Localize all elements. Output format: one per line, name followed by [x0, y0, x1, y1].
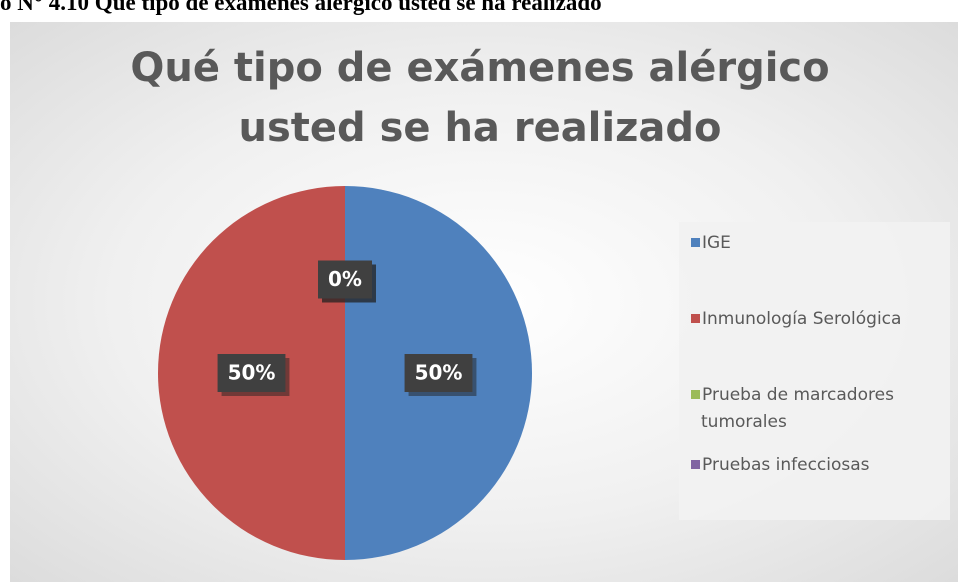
legend-swatch [691, 390, 700, 399]
data-label: 50% [228, 361, 276, 385]
legend-swatch [691, 314, 700, 323]
legend: IGE Inmunología Serológica Prueba de marca… [679, 222, 950, 520]
legend-label: Pruebas infecciosas [702, 455, 870, 475]
data-label: 0% [328, 267, 362, 291]
legend-label: Prueba de marcadores tumorales [701, 385, 894, 432]
data-label-box [318, 260, 372, 299]
data-label: 50% [415, 361, 463, 385]
caption: o N° 4.10 Qué tipo de exámenes alérgico … [0, 0, 602, 15]
legend-swatch [691, 460, 700, 469]
legend-item: IGE [691, 230, 951, 257]
data-label-box [404, 354, 473, 392]
legend-label: Inmunología Serológica [702, 309, 902, 329]
legend-item: Prueba de marcadores tumorales [691, 382, 951, 436]
legend-item: Inmunología Serológica [691, 306, 951, 333]
legend-swatch [691, 238, 700, 247]
data-label-box [217, 354, 286, 392]
chart-title: Qué tipo de exámenes alérgico usted se h… [130, 45, 830, 151]
legend-item: Pruebas infecciosas [691, 452, 951, 479]
legend-label: IGE [702, 233, 731, 253]
